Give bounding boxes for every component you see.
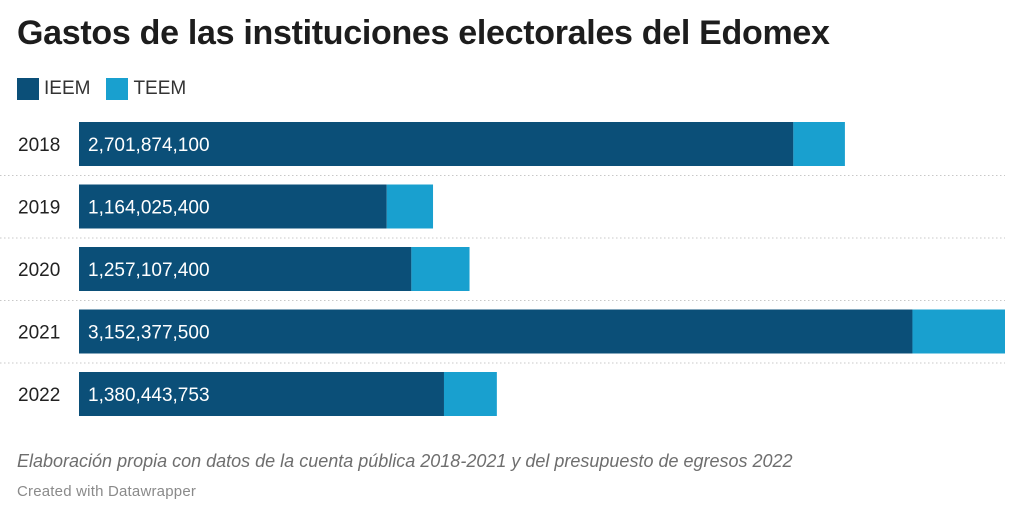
value-label-2018: 2,701,874,100: [88, 135, 210, 156]
bar-ieem-2021: [79, 309, 913, 354]
bar-teem-2019: [386, 184, 434, 229]
bar-ieem-2020: [79, 247, 412, 291]
value-label-2019: 1,164,025,400: [88, 198, 210, 219]
year-label-2019: 2019: [18, 198, 60, 219]
value-label-2020: 1,257,107,400: [88, 260, 210, 281]
chart-title: Gastos de las instituciones electorales …: [17, 14, 830, 52]
legend-label-ieem: IEEM: [44, 78, 91, 99]
year-label-2022: 2022: [18, 385, 60, 406]
legend-swatch-ieem: [17, 78, 39, 100]
bar-ieem-2019: [79, 184, 387, 229]
bar-ieem-2018: [79, 122, 794, 166]
legend: IEEM TEEM: [17, 77, 202, 101]
credit-text: Created with Datawrapper: [17, 483, 197, 500]
value-label-2022: 1,380,443,753: [88, 385, 210, 406]
source-note: Elaboración propia con datos de la cuent…: [17, 451, 793, 471]
bar-teem-2022: [443, 372, 497, 416]
legend-item-teem: TEEM: [106, 78, 186, 100]
legend-swatch-teem: [106, 78, 129, 100]
year-label-2018: 2018: [18, 135, 60, 156]
legend-item-ieem: IEEM: [17, 78, 90, 100]
bar-chart: 2018 2,701,874,100 2019 1,164,025,400 2020 1,…: [0, 122, 1005, 416]
bar-teem-2020: [411, 247, 470, 291]
bar-ieem-2022: [79, 372, 444, 416]
year-label-2021: 2021: [18, 323, 60, 344]
value-label-2021: 3,152,377,500: [88, 323, 210, 344]
bar-teem-2021: [912, 309, 1005, 354]
legend-label-teem: TEEM: [133, 78, 187, 99]
bar-teem-2018: [793, 122, 845, 166]
year-label-2020: 2020: [18, 260, 60, 281]
